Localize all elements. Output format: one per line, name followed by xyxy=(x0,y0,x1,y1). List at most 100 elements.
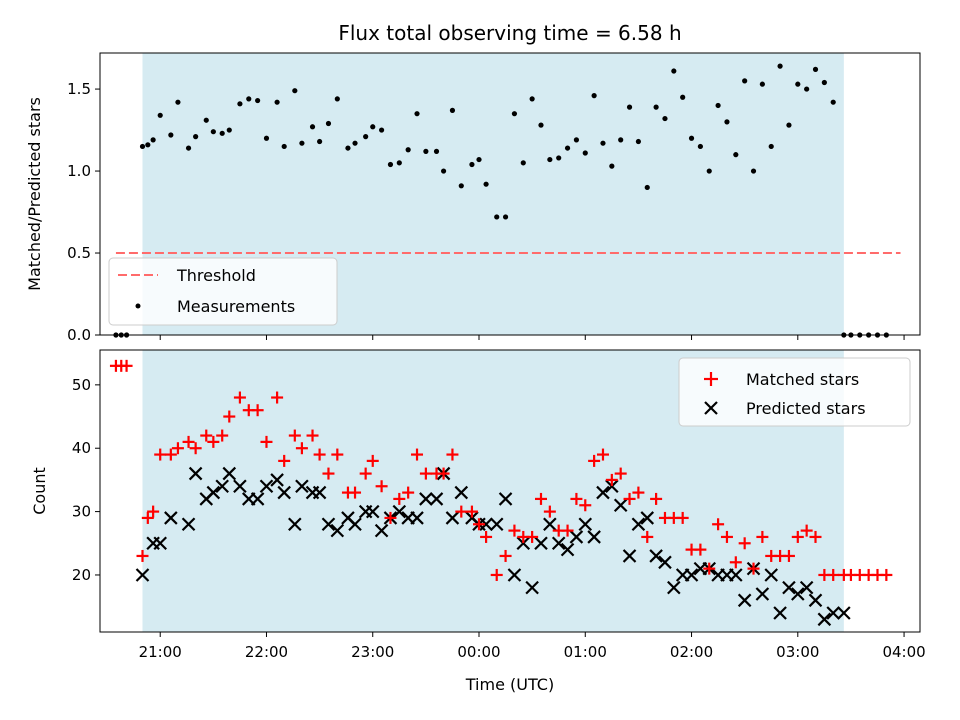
predicted-stars-point xyxy=(684,568,699,582)
top-legend: Threshold Measurements xyxy=(108,257,338,326)
matched-stars-point xyxy=(147,505,160,518)
measurement-point xyxy=(405,147,411,153)
measurement-point xyxy=(334,96,340,102)
measurement-point xyxy=(786,122,792,128)
measurement-point xyxy=(556,155,562,161)
measurement-point xyxy=(352,140,358,146)
matched-stars-point xyxy=(800,524,813,537)
predicted-stars-point xyxy=(613,498,628,513)
legend-matched-swatch xyxy=(704,372,718,386)
measurement-point xyxy=(433,148,440,154)
legend-predicted-label: Predicted stars xyxy=(746,399,866,418)
measurement-point xyxy=(724,119,730,125)
matched-stars-point xyxy=(322,467,335,480)
predicted-stars-point xyxy=(729,568,743,582)
matched-stars-point xyxy=(782,549,795,562)
matched-stars-point xyxy=(141,511,154,524)
measurement-point xyxy=(804,86,810,92)
measurement-point xyxy=(688,135,695,141)
measurement-point xyxy=(387,161,394,168)
matched-stars-point xyxy=(260,435,273,448)
predicted-stars-point xyxy=(348,517,362,532)
predicted-stars-point xyxy=(233,479,247,494)
predicted-stars-point xyxy=(270,473,284,487)
matched-stars-point xyxy=(534,492,547,505)
measurement-point xyxy=(210,129,216,135)
measurement-point xyxy=(476,156,482,163)
measurement-point xyxy=(591,93,597,99)
measurement-point xyxy=(440,168,447,174)
measurement-point xyxy=(396,160,402,166)
predicted-stars-point xyxy=(429,492,444,506)
measurement-point xyxy=(564,145,571,151)
matched-stars-point xyxy=(384,511,397,524)
matched-stars-point xyxy=(366,454,379,467)
measurement-point xyxy=(157,112,163,118)
predicted-stars-point xyxy=(525,580,539,595)
matched-stars-point xyxy=(411,448,424,461)
legend-measurements-label: Measurements xyxy=(177,297,295,316)
bottom-legend-box xyxy=(678,357,911,427)
matched-stars-point xyxy=(446,448,459,461)
predicted-stars-point xyxy=(578,517,593,532)
matched-stars-point xyxy=(650,492,663,505)
x-axis-label: Time (UTC) xyxy=(465,675,554,694)
matched-stars-point xyxy=(880,568,893,581)
predicted-stars-point xyxy=(791,587,805,601)
measurement-point xyxy=(274,99,280,105)
measurement-point xyxy=(538,122,544,128)
measurement-point xyxy=(449,107,456,113)
matched-stars-point xyxy=(216,429,229,442)
measurement-point xyxy=(733,152,739,158)
bottom-axes-frame xyxy=(99,349,921,633)
y-tick-label: 1.0 xyxy=(67,162,91,180)
measurement-point xyxy=(237,101,243,107)
measurement-point xyxy=(203,117,209,123)
measurement-point xyxy=(494,214,500,220)
measurement-point xyxy=(378,127,385,133)
measurement-point xyxy=(618,137,624,143)
predicted-stars-point xyxy=(374,523,389,538)
matched-stars-point xyxy=(359,467,372,480)
top-legend-box xyxy=(108,257,338,326)
measurement-point xyxy=(520,160,526,166)
measurement-point xyxy=(502,214,509,220)
matched-stars-point xyxy=(490,568,503,581)
measurement-point xyxy=(582,150,588,156)
measurement-point xyxy=(469,161,475,168)
matched-stars-point xyxy=(827,568,840,581)
predicted-stars-point xyxy=(181,517,196,532)
measurements-series xyxy=(113,63,889,338)
measurement-point xyxy=(139,143,146,150)
measurement-point xyxy=(226,127,232,133)
measurement-point xyxy=(768,143,774,150)
measurement-point xyxy=(458,183,464,189)
y-tick-label: 50 xyxy=(72,376,91,394)
predicted-stars-point xyxy=(250,492,265,506)
predicted-stars-point xyxy=(222,466,237,481)
x-tick-label: 01:00 xyxy=(564,643,607,661)
predicted-stars-point xyxy=(596,485,610,500)
top-x-ticks xyxy=(159,335,905,340)
matched-stars-point xyxy=(306,429,319,442)
measurement-point xyxy=(511,111,518,117)
predicted-stars-point xyxy=(569,530,584,544)
bottom-x-ticks: 21:00 22:00 23:00 00:00 01:00 02:00 03:00 04:00 xyxy=(139,632,926,661)
measurement-point xyxy=(246,96,252,102)
matched-stars-point xyxy=(171,442,184,455)
predicted-stars-point xyxy=(658,555,672,570)
predicted-stars-point xyxy=(215,479,229,494)
matched-stars-point xyxy=(526,530,539,543)
predicted-stars-series xyxy=(135,466,851,627)
x-tick-label: 02:00 xyxy=(670,643,713,661)
matched-stars-point xyxy=(182,435,195,448)
predicted-stars-point xyxy=(135,568,150,582)
matched-stars-point xyxy=(393,492,406,505)
predicted-stars-point xyxy=(543,517,557,532)
x-tick-label: 03:00 xyxy=(776,643,819,661)
measurement-point xyxy=(644,184,650,191)
legend-matched-label: Matched stars xyxy=(746,370,859,389)
matched-stars-point xyxy=(233,391,246,404)
predicted-stars-point xyxy=(419,492,433,506)
x-tick-label: 00:00 xyxy=(457,643,500,661)
